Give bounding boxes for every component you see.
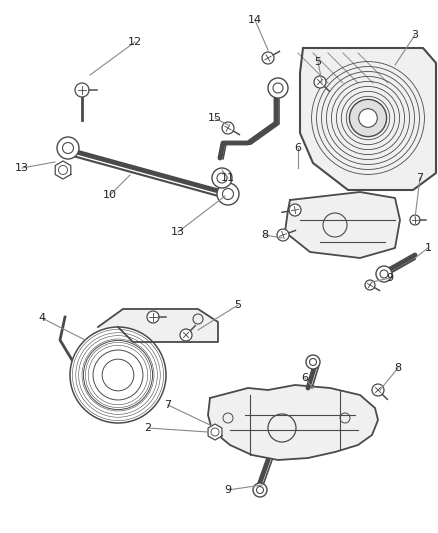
Circle shape	[212, 168, 232, 188]
Polygon shape	[208, 385, 378, 460]
Circle shape	[372, 384, 384, 396]
Text: 2: 2	[145, 423, 152, 433]
Polygon shape	[285, 192, 400, 258]
Polygon shape	[300, 48, 436, 190]
Circle shape	[268, 78, 288, 98]
Text: 8: 8	[395, 363, 402, 373]
Circle shape	[70, 327, 166, 423]
Text: 3: 3	[411, 30, 418, 40]
Text: 12: 12	[128, 37, 142, 47]
Text: 14: 14	[248, 15, 262, 25]
Text: 5: 5	[234, 300, 241, 310]
Polygon shape	[208, 424, 222, 440]
Text: 4: 4	[39, 313, 46, 323]
Circle shape	[180, 329, 192, 341]
Circle shape	[410, 215, 420, 225]
Text: 15: 15	[208, 113, 222, 123]
Circle shape	[277, 229, 289, 241]
Circle shape	[306, 355, 320, 369]
Circle shape	[262, 52, 274, 64]
Text: 5: 5	[314, 57, 321, 67]
Text: 6: 6	[301, 373, 308, 383]
Circle shape	[350, 99, 387, 136]
Text: 13: 13	[171, 227, 185, 237]
Text: 7: 7	[164, 400, 172, 410]
Text: 11: 11	[221, 173, 235, 183]
Text: 10: 10	[103, 190, 117, 200]
Circle shape	[57, 137, 79, 159]
Circle shape	[147, 311, 159, 323]
Circle shape	[376, 266, 392, 282]
Circle shape	[253, 483, 267, 497]
Circle shape	[222, 122, 234, 134]
Text: 8: 8	[261, 230, 268, 240]
Text: 13: 13	[15, 163, 29, 173]
Text: 7: 7	[417, 173, 424, 183]
Text: 9: 9	[386, 273, 394, 283]
Text: 1: 1	[424, 243, 431, 253]
Circle shape	[359, 109, 377, 127]
Polygon shape	[55, 161, 71, 179]
Circle shape	[289, 204, 301, 216]
Text: 6: 6	[294, 143, 301, 153]
Circle shape	[217, 183, 239, 205]
Text: 9: 9	[224, 485, 232, 495]
Circle shape	[314, 76, 326, 88]
Polygon shape	[98, 309, 218, 342]
Circle shape	[365, 280, 375, 290]
Circle shape	[75, 83, 89, 97]
